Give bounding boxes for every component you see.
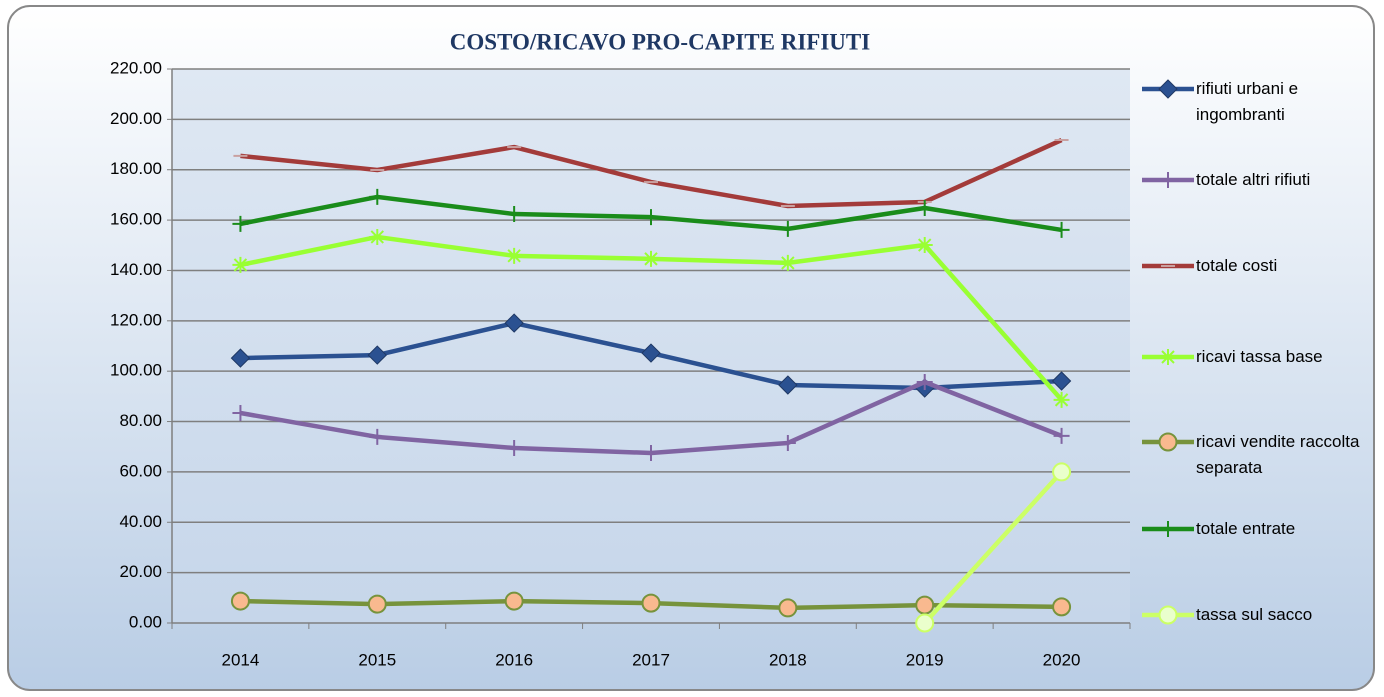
marker xyxy=(778,375,798,395)
marker xyxy=(916,200,933,217)
marker xyxy=(915,595,935,615)
y-tick-label: 120.00 xyxy=(110,310,162,329)
y-tick-label: 160.00 xyxy=(110,210,162,229)
marker xyxy=(1052,597,1072,617)
y-tick-label: 200.00 xyxy=(110,109,162,128)
chart-title: COSTO/RICAVO PRO-CAPITE RIFIUTI xyxy=(450,29,870,54)
marker xyxy=(1160,349,1176,365)
marker xyxy=(1158,605,1178,625)
marker xyxy=(369,188,386,205)
legend-label: ricavi vendite raccolta separata xyxy=(1196,432,1360,477)
marker xyxy=(506,206,523,223)
marker xyxy=(1051,371,1072,391)
x-tick-label: 2019 xyxy=(906,650,944,669)
marker xyxy=(643,445,659,462)
marker xyxy=(1160,172,1176,188)
marker xyxy=(367,345,387,365)
marker xyxy=(915,613,935,633)
x-tick-label: 2014 xyxy=(222,650,260,669)
marker xyxy=(643,209,659,226)
legend-label: rifiuti urbani e ingombranti xyxy=(1196,79,1299,124)
x-tick-label: 2020 xyxy=(1043,650,1081,669)
marker xyxy=(779,220,796,237)
marker xyxy=(506,247,523,264)
marker xyxy=(779,254,796,271)
marker xyxy=(1158,432,1178,452)
y-tick-label: 220.00 xyxy=(110,58,162,77)
marker xyxy=(1052,462,1072,482)
marker xyxy=(1053,391,1070,408)
legend-label: totale entrate xyxy=(1196,519,1296,538)
marker xyxy=(1053,221,1070,238)
y-tick-label: 80.00 xyxy=(119,411,162,430)
legend-label: ricavi tassa base xyxy=(1196,347,1323,366)
marker xyxy=(504,313,524,333)
marker xyxy=(643,250,659,267)
marker xyxy=(232,404,249,421)
y-tick-label: 40.00 xyxy=(119,512,162,531)
marker xyxy=(232,256,249,273)
y-tick-label: 180.00 xyxy=(110,159,162,178)
marker xyxy=(1053,427,1070,444)
marker xyxy=(504,591,524,611)
legend-label: totale costi xyxy=(1196,256,1278,275)
x-tick-label: 2018 xyxy=(769,650,807,669)
marker xyxy=(506,439,523,456)
marker xyxy=(230,348,251,368)
marker xyxy=(232,215,249,232)
y-tick-label: 60.00 xyxy=(119,461,162,480)
marker xyxy=(916,374,933,391)
marker xyxy=(369,428,386,445)
x-tick-label: 2017 xyxy=(632,650,670,669)
y-tick-label: 140.00 xyxy=(110,260,162,279)
x-tick-label: 2015 xyxy=(358,650,396,669)
marker xyxy=(916,237,933,254)
y-tick-label: 0.00 xyxy=(129,612,162,631)
legend-label: tassa sul sacco xyxy=(1196,605,1313,624)
marker xyxy=(1160,521,1176,537)
marker xyxy=(230,591,250,611)
legend-label: totale altri rifiuti xyxy=(1196,170,1311,189)
marker xyxy=(779,434,796,451)
marker xyxy=(367,594,387,614)
marker xyxy=(1158,79,1178,99)
marker xyxy=(641,343,661,363)
marker xyxy=(778,598,798,618)
marker xyxy=(641,593,661,613)
y-tick-label: 20.00 xyxy=(119,562,162,581)
series-line xyxy=(923,470,1064,625)
x-tick-label: 2016 xyxy=(495,650,533,669)
y-tick-label: 100.00 xyxy=(110,361,162,380)
marker xyxy=(369,228,386,245)
